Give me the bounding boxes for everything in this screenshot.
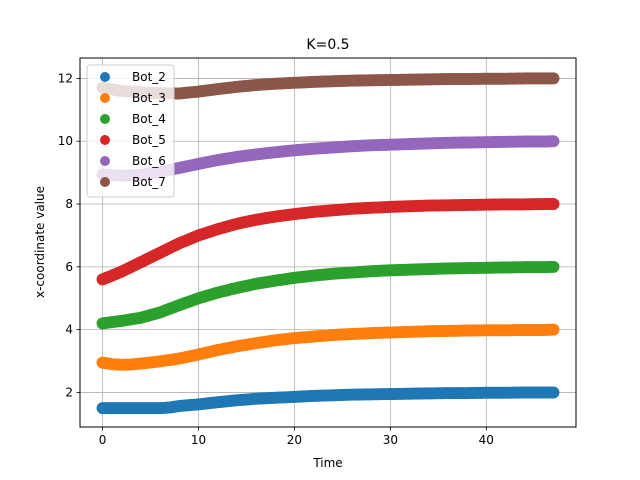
data-point	[547, 386, 560, 399]
legend-label: Bot_5	[132, 133, 166, 147]
series-bot-4	[96, 260, 560, 330]
legend-marker	[100, 177, 110, 187]
y-tick-label: 2	[65, 385, 73, 399]
x-axis-label: Time	[312, 456, 342, 470]
legend-marker	[100, 135, 110, 145]
legend-marker	[100, 72, 110, 82]
y-tick-label: 6	[65, 260, 73, 274]
series-bot-6	[96, 135, 560, 182]
legend-label: Bot_4	[132, 112, 166, 126]
legend-marker	[100, 114, 110, 124]
x-tick-label: 20	[287, 433, 302, 447]
data-point	[547, 198, 560, 211]
legend-label: Bot_6	[132, 154, 166, 168]
series-bot-2	[96, 386, 560, 415]
series-bot-3	[96, 323, 560, 371]
plot-frame	[79, 57, 577, 428]
plot-series	[96, 72, 560, 415]
data-point	[547, 135, 560, 148]
y-axis-label: x-coordinate value	[33, 186, 47, 298]
x-tick-label: 10	[191, 433, 206, 447]
series-bot-5	[96, 198, 560, 286]
y-tick-label: 8	[65, 197, 73, 211]
x-tick-label: 30	[383, 433, 398, 447]
legend-label: Bot_2	[132, 70, 166, 84]
y-tick-label: 4	[65, 323, 73, 337]
y-tick-label: 12	[58, 71, 73, 85]
data-point	[547, 323, 560, 336]
legend-label: Bot_7	[132, 175, 166, 189]
y-tick-label: 10	[58, 134, 73, 148]
x-tick-label: 0	[99, 433, 107, 447]
x-ticks: 0 10 20 30 40	[99, 427, 494, 447]
legend-label: Bot_3	[132, 91, 166, 105]
data-point	[547, 260, 560, 273]
legend-marker	[100, 93, 110, 103]
legend: Bot_2 Bot_3 Bot_4 Bot_5 Bot_6 Bot_7	[86, 64, 175, 198]
y-ticks: 2 4 6 8 10 12	[58, 71, 80, 399]
x-tick-label: 40	[479, 433, 494, 447]
legend-marker	[100, 156, 110, 166]
chart-title: K=0.5	[306, 37, 349, 53]
data-point	[547, 72, 560, 85]
